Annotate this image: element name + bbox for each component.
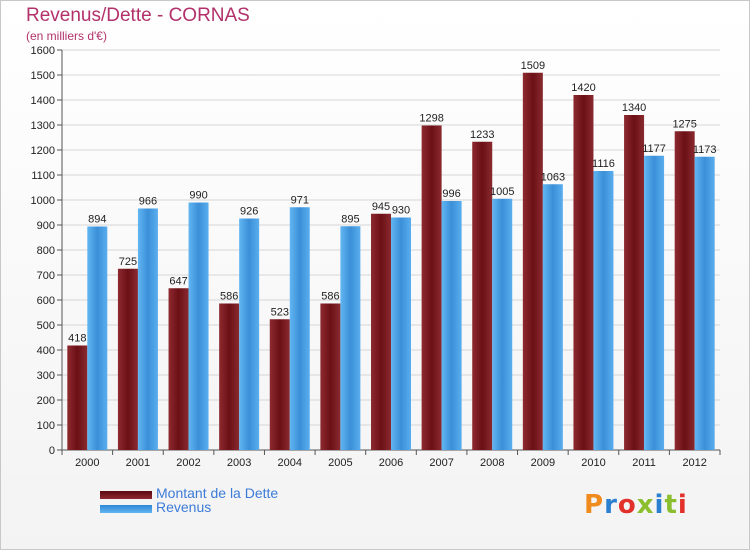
bar-dette <box>472 141 493 450</box>
data-label: 996 <box>442 188 460 200</box>
x-tick-label: 2010 <box>581 457 605 469</box>
x-tick-label: 2005 <box>328 457 352 469</box>
data-label: 1509 <box>521 60 545 72</box>
data-label: 586 <box>321 291 339 303</box>
bar-dette <box>371 213 391 450</box>
x-tick-label: 2000 <box>75 457 99 469</box>
y-tick-label: 500 <box>37 320 55 332</box>
data-label: 966 <box>139 196 157 208</box>
logo-letter: r <box>604 490 618 520</box>
y-tick-label: 600 <box>37 295 55 307</box>
data-label: 926 <box>240 206 258 218</box>
bar-dette <box>624 115 645 450</box>
bar-revenus <box>239 218 260 450</box>
logo-letter: i <box>677 490 688 520</box>
bar-revenus <box>492 198 513 450</box>
logo-letter: t <box>664 490 678 520</box>
legend-label-dette: Montant de la Dette <box>156 485 279 501</box>
y-tick-label: 1400 <box>31 95 55 107</box>
data-label: 990 <box>189 190 207 202</box>
bar-dette <box>522 72 543 450</box>
bar-dette <box>67 345 88 450</box>
y-tick-label: 800 <box>37 245 55 257</box>
bar-revenus <box>87 226 108 450</box>
y-tick-label: 0 <box>49 445 55 457</box>
data-label: 1340 <box>622 102 646 114</box>
data-label: 1173 <box>693 144 717 156</box>
bar-dette <box>320 303 341 450</box>
x-tick-label: 2006 <box>379 457 403 469</box>
data-label: 1177 <box>642 143 666 155</box>
data-label: 725 <box>119 256 137 268</box>
data-label: 1275 <box>672 118 696 130</box>
bar-revenus <box>441 201 462 450</box>
bar-dette <box>117 268 138 450</box>
bar-dette <box>269 319 290 450</box>
logo-letter: P <box>584 490 605 520</box>
y-tick-label: 1600 <box>31 45 55 57</box>
y-tick-label: 700 <box>37 270 55 282</box>
bar-dette <box>421 125 442 450</box>
y-tick-label: 400 <box>37 345 55 357</box>
data-label: 418 <box>68 333 86 345</box>
data-label: 647 <box>169 275 187 287</box>
bar-revenus <box>340 226 361 450</box>
data-label: 894 <box>88 214 106 226</box>
y-tick-label: 1300 <box>31 120 55 132</box>
legend-label-revenus: Revenus <box>156 499 212 515</box>
bar-revenus <box>188 202 209 450</box>
bar-revenus <box>644 155 665 450</box>
bars <box>67 72 715 450</box>
y-tick-label: 1200 <box>31 145 55 157</box>
x-tick-label: 2012 <box>682 457 706 469</box>
proxiti-logo: Proxiti <box>584 490 688 520</box>
logo-letter: x <box>636 490 655 520</box>
data-label: 971 <box>291 194 309 206</box>
y-tick-label: 900 <box>37 220 55 232</box>
y-tick-label: 100 <box>37 420 55 432</box>
bar-revenus <box>391 217 411 450</box>
data-label: 1116 <box>592 158 615 170</box>
y-tick-label: 1500 <box>31 70 55 82</box>
logo-letter: o <box>617 490 637 520</box>
bar-revenus <box>289 207 310 450</box>
legend-swatch-revenus <box>100 505 152 513</box>
x-tick-label: 2003 <box>227 457 251 469</box>
chart-subtitle: (en milliers d'€) <box>26 29 107 43</box>
data-label: 523 <box>271 306 289 318</box>
bar-revenus <box>137 208 158 450</box>
data-label: 1233 <box>470 129 494 141</box>
x-tick-label: 2011 <box>632 457 656 469</box>
data-label: 945 <box>372 201 390 213</box>
data-label: 1298 <box>419 113 443 125</box>
data-label: 1420 <box>571 82 595 94</box>
chart-title: Revenus/Dette - CORNAS <box>26 5 250 26</box>
legend-swatch-dette <box>100 491 152 499</box>
data-label: 895 <box>341 213 359 225</box>
data-label: 1063 <box>541 171 565 183</box>
x-tick-label: 2002 <box>176 457 200 469</box>
x-tick-label: 2008 <box>480 457 504 469</box>
data-label: 586 <box>220 291 238 303</box>
x-tick-label: 2001 <box>126 457 150 469</box>
bar-revenus <box>593 171 614 450</box>
bar-dette <box>573 95 594 450</box>
logo-letter: i <box>654 490 665 520</box>
bar-dette <box>168 288 189 450</box>
x-tick-label: 2004 <box>278 457 302 469</box>
bar-revenus <box>694 156 715 450</box>
y-tick-label: 300 <box>37 370 55 382</box>
y-tick-label: 200 <box>37 395 55 407</box>
y-tick-label: 1000 <box>31 195 55 207</box>
data-label: 930 <box>392 205 410 217</box>
y-tick-label: 1100 <box>31 170 55 182</box>
bar-revenus <box>542 184 563 450</box>
data-label: 1005 <box>490 186 514 198</box>
x-tick-label: 2009 <box>531 457 555 469</box>
bar-dette <box>219 303 240 450</box>
x-tick-label: 2007 <box>429 457 453 469</box>
bar-dette <box>674 131 695 450</box>
